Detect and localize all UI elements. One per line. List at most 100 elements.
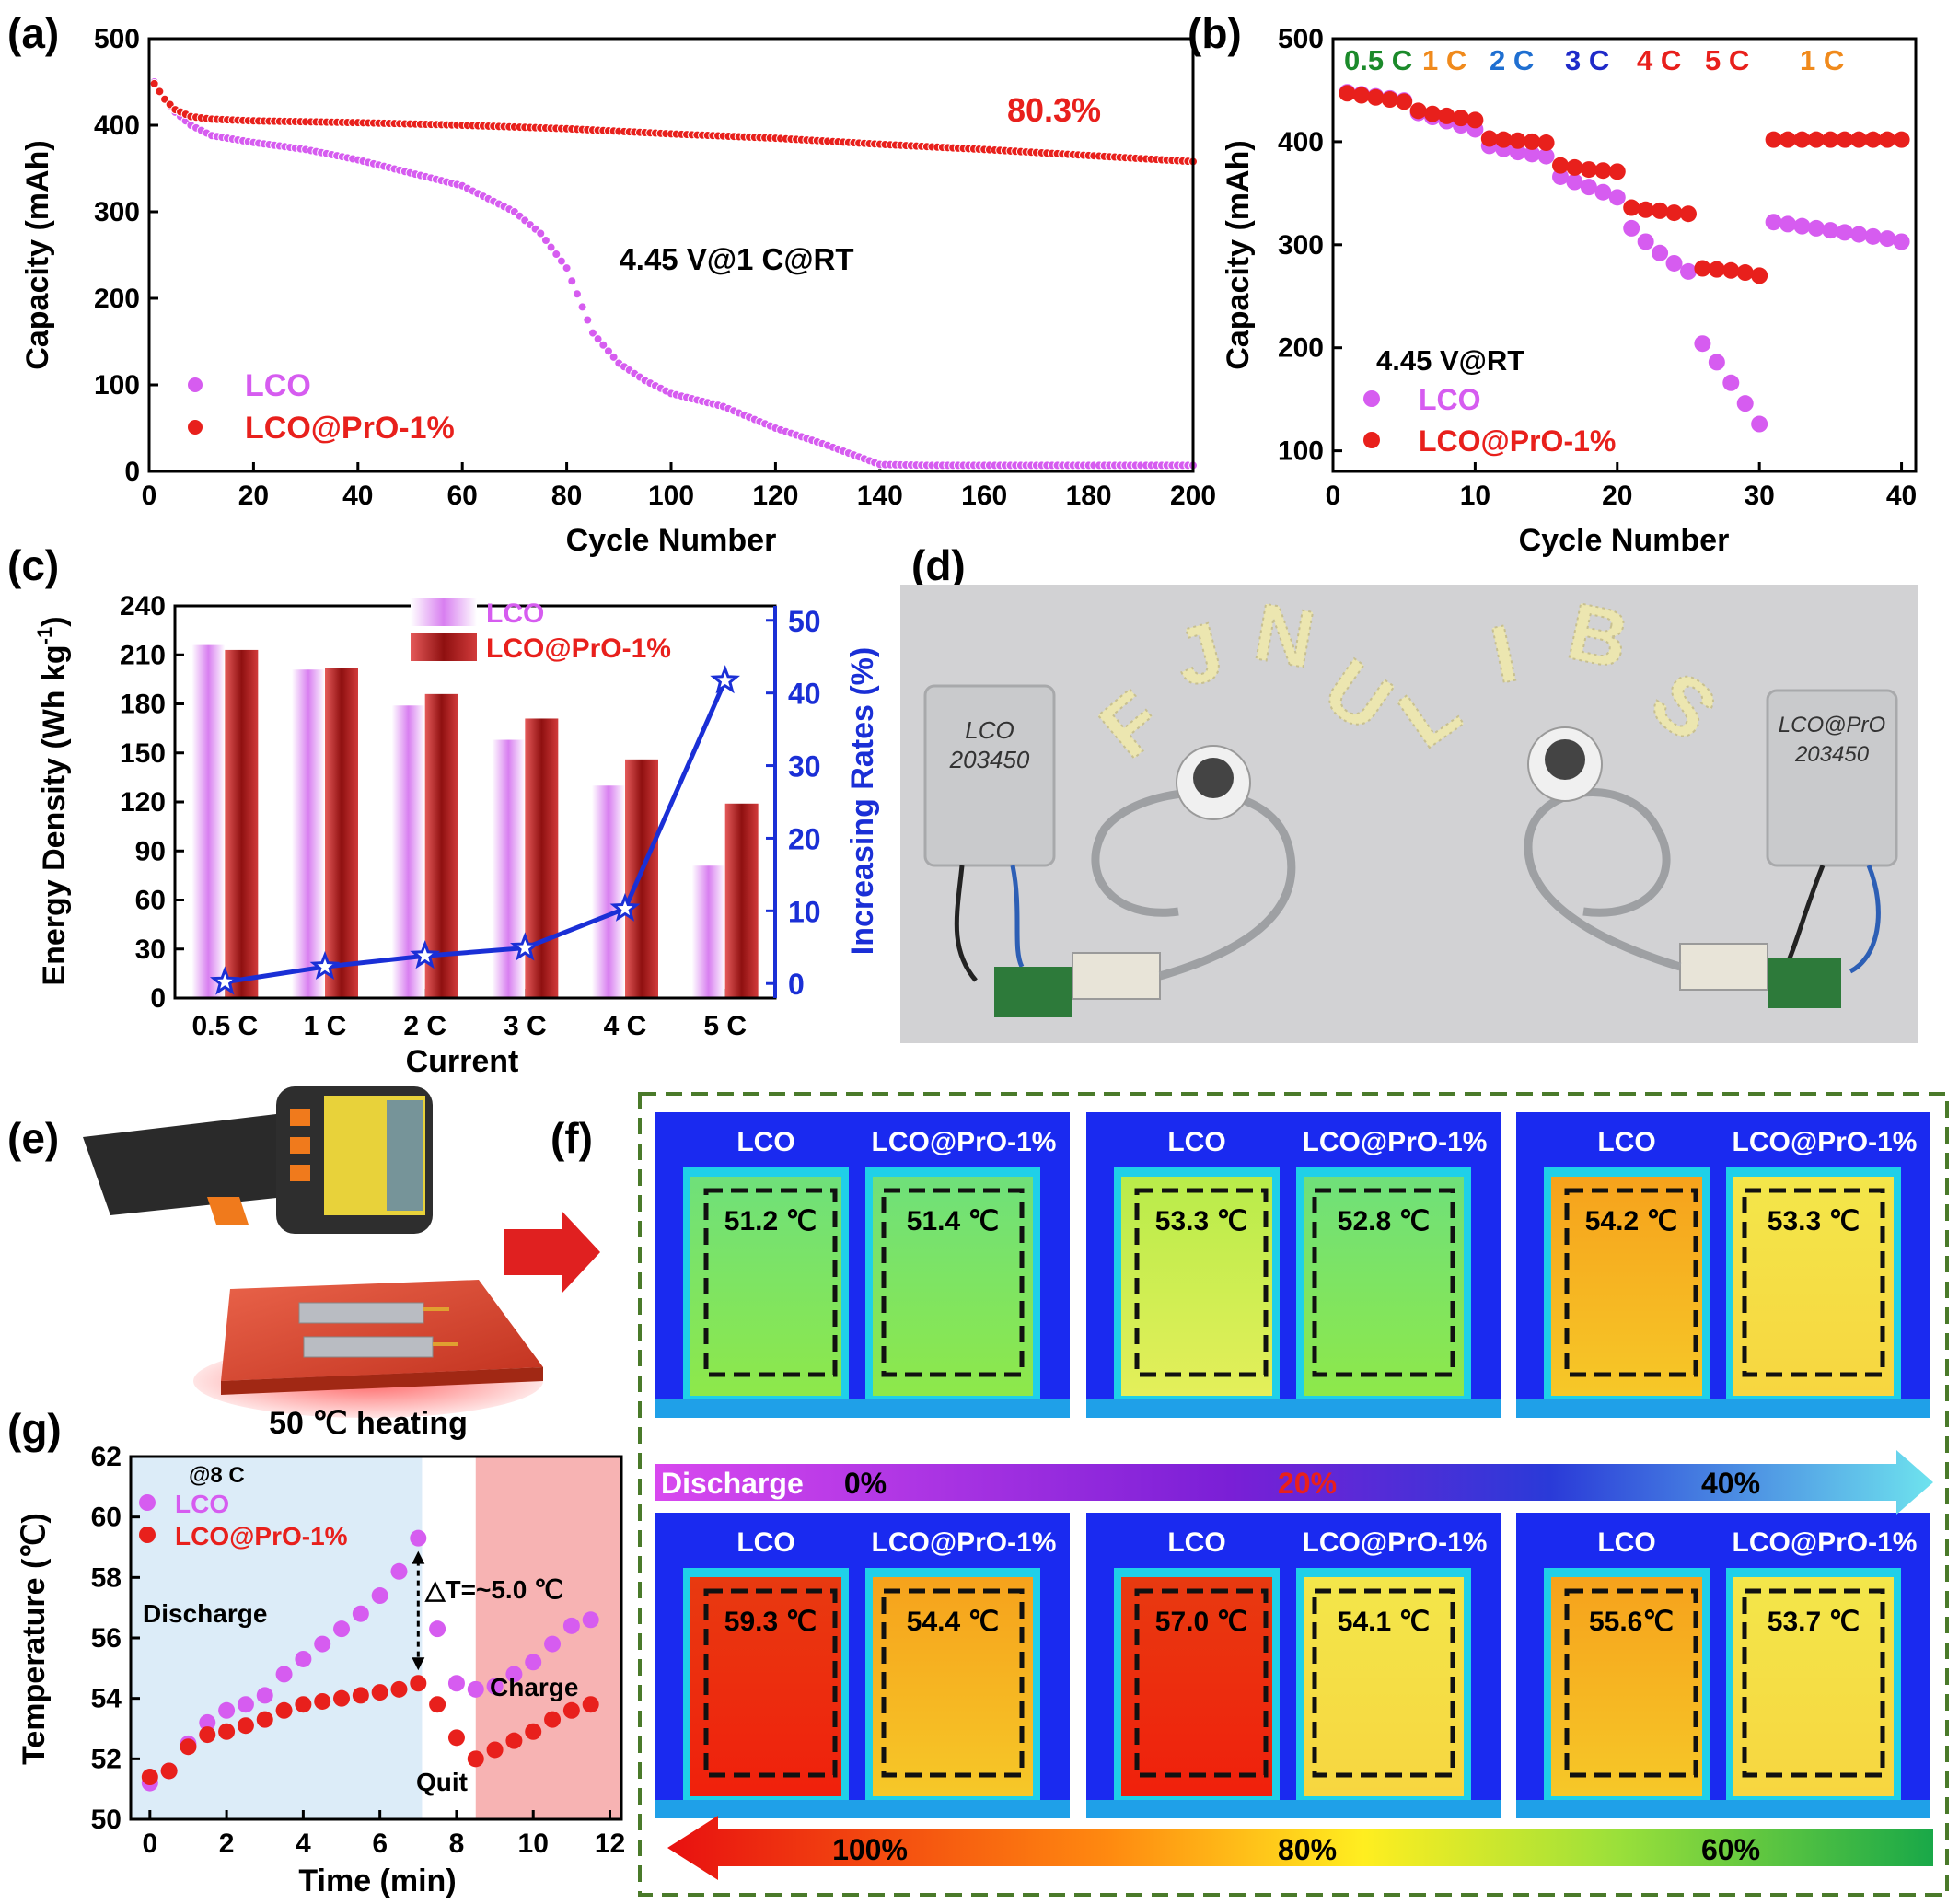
c-ytick-right-label-4: 40	[788, 678, 821, 711]
g-point-s1-17	[467, 1750, 484, 1768]
b-rate-label-2: 2 C	[1490, 44, 1534, 76]
g-point-s0-12	[371, 1587, 388, 1605]
g-xtick-label-0: 0	[142, 1829, 157, 1859]
a-xtick-label-1: 20	[238, 481, 269, 511]
a-xtick-label-0: 0	[142, 481, 157, 511]
d-usb-right	[1679, 943, 1768, 991]
g-point-s1-0	[141, 1769, 158, 1786]
f-r1-c1-temp-left: 57.0 ℃	[1155, 1607, 1247, 1637]
f-r0-c2-cell-right	[1733, 1177, 1894, 1396]
c-rate-marker-5	[710, 665, 740, 694]
b-point-s1-16	[1566, 158, 1583, 176]
d-board-left	[994, 967, 1072, 1017]
g-region-quit: Quit	[416, 1768, 468, 1796]
c-xtick-label-1: 1 C	[304, 1011, 347, 1041]
b-point-s0-33	[1807, 219, 1825, 237]
e-cell-1	[298, 1302, 424, 1324]
b-point-s0-13	[1524, 145, 1541, 163]
f-r1-c2-cell-left	[1551, 1577, 1702, 1796]
a-point-s0-81	[572, 289, 582, 299]
b-point-s1-22	[1652, 202, 1669, 219]
a-plot-frame	[147, 37, 1195, 473]
c-rate-marker-0	[209, 966, 240, 995]
c-legend-swatch-pro	[411, 633, 477, 661]
panel-g: (g) 0 2 4 6 8 10 12 50 52 54 56 58 60 62 @8 C LCO LCO…	[7, 1405, 625, 1898]
c-ytick-right-label-3: 30	[788, 750, 821, 784]
b-point-s1-7	[1438, 107, 1455, 124]
a-annotation-retention: 80.3%	[1007, 91, 1101, 129]
a-ylabel: Capacity (mAh)	[20, 140, 55, 369]
g-point-s0-18	[486, 1678, 504, 1695]
f-r1-c2-cell-right	[1733, 1577, 1894, 1796]
g-point-s1-10	[333, 1689, 351, 1707]
d-cell-left-line1: LCO	[965, 716, 1014, 744]
d-cell-right: LCO@PrO 203450	[1524, 689, 1898, 1008]
g-region-discharge: Discharge	[143, 1599, 267, 1628]
g-xtick-label-5: 10	[518, 1829, 549, 1859]
f-r1-c0-cell-left	[690, 1577, 841, 1796]
f-r1-c2-bottom-strip	[1516, 1800, 1930, 1818]
g-point-s1-20	[525, 1723, 542, 1740]
g-xtick-label-4: 8	[449, 1829, 465, 1859]
c-rate-marker-2	[410, 939, 441, 969]
g-point-s0-23	[582, 1611, 599, 1629]
f-arrow-bottom-shape	[667, 1816, 1933, 1880]
g-points	[141, 1529, 599, 1792]
g-delta-t-arrowhead-bottom	[412, 1657, 425, 1671]
b-point-s1-10	[1480, 130, 1498, 147]
b-ticks: 0 10 20 30 40 100 200 300 400 500	[1278, 24, 1917, 511]
f-r0-c1-cell-left	[1121, 1177, 1272, 1396]
c-bar-s1-1	[325, 668, 358, 998]
c-ytick-right-label-5: 50	[788, 605, 821, 638]
g-ytick-label-4: 58	[91, 1562, 122, 1593]
b-legend-marker-pro	[1363, 432, 1380, 448]
b-point-s0-22	[1652, 244, 1669, 261]
b-point-s0-26	[1708, 354, 1725, 371]
b-rate-label-1: 1 C	[1422, 44, 1466, 76]
b-point-s0-24	[1679, 262, 1697, 280]
f-r1-c2-box-left	[1564, 1588, 1698, 1778]
f-r1-c1-bottom-strip	[1086, 1800, 1501, 1818]
g-point-s0-22	[562, 1617, 580, 1634]
b-point-s1-27	[1722, 261, 1740, 279]
b-point-s1-38	[1879, 131, 1896, 148]
f-r0-c0-temp-left: 51.2 ℃	[724, 1206, 817, 1236]
c-xtick-label-3: 3 C	[504, 1011, 547, 1041]
c-legend-pro: LCO@PrO-1%	[486, 633, 671, 664]
e-camera-button-3	[290, 1165, 310, 1181]
e-heating-plate	[193, 1280, 543, 1418]
f-r0-c0-cell-left	[690, 1177, 841, 1396]
f-r1-c1-box-left	[1134, 1588, 1269, 1778]
c-xtick-label-0: 0.5 C	[191, 1011, 258, 1041]
g-point-s1-6	[256, 1711, 273, 1728]
c-rate-line	[224, 679, 727, 985]
f-r1-c1-cell-left	[1121, 1577, 1272, 1796]
g-ytick-label-6: 62	[91, 1442, 122, 1472]
g-xlabel: Time (min)	[298, 1863, 456, 1898]
g-ytick-label-3: 56	[91, 1623, 122, 1654]
b-xtick-label-0: 0	[1326, 481, 1341, 511]
b-point-s0-31	[1779, 215, 1797, 233]
b-ytick-label-3: 400	[1278, 127, 1324, 157]
b-xtick-label-2: 20	[1602, 481, 1632, 511]
f-r1-c1-temp-right: 54.1 ℃	[1338, 1607, 1430, 1637]
c-legend-lco: LCO	[486, 598, 544, 629]
g-point-s0-6	[256, 1687, 273, 1704]
panel-f: (f) LCO LCO@PrO-1% 51.2 ℃ 51.4 ℃ LCO LCO@PrO-…	[551, 1092, 1949, 1897]
b-xlabel: Cycle Number	[1519, 523, 1730, 558]
f-r0-c0-box-left	[703, 1188, 838, 1377]
f-r1-c1-cell-right	[1304, 1577, 1464, 1796]
a-point-s0-74	[536, 228, 546, 238]
f-r1-c1-box-right	[1312, 1588, 1455, 1778]
g-ticks: 0 2 4 6 8 10 12 50 52 54 56 58 60 62	[91, 1442, 626, 1859]
f-r0-c1-bottom-strip	[1086, 1399, 1501, 1418]
g-legend-marker-pro	[139, 1527, 156, 1543]
d-cell-right-line1: LCO@PrO	[1779, 713, 1885, 737]
a-xtick-label-9: 180	[1066, 481, 1112, 511]
b-point-s0-39	[1893, 233, 1910, 250]
f-arrow-bottom-mark-1: 80%	[1278, 1833, 1337, 1866]
f-r1-c0-temp-right: 54.4 ℃	[907, 1607, 999, 1637]
c-ytick-label-7: 210	[120, 640, 166, 670]
a-legend-marker-lco	[188, 377, 203, 392]
b-point-s0-34	[1822, 222, 1839, 239]
